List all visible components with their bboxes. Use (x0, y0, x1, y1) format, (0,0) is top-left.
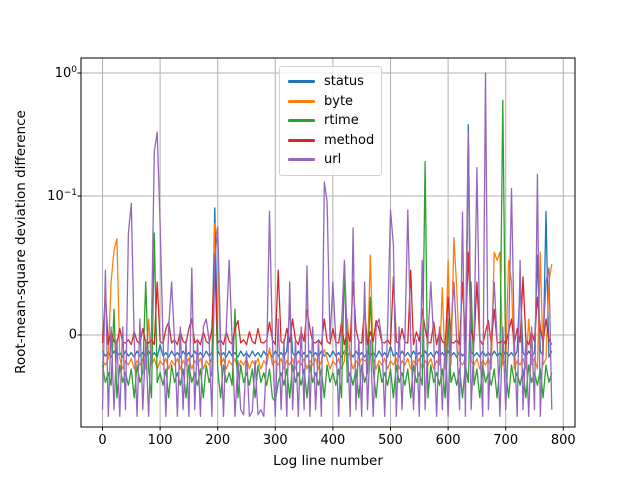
x-tick-label: 500 (378, 433, 403, 448)
legend-label: method (324, 132, 375, 148)
x-tick-label: 800 (550, 433, 576, 448)
series-line-status (101, 124, 553, 358)
y-tick-label: 100 (54, 64, 77, 82)
series-line-url (101, 72, 553, 418)
y-tick-label: 0 (68, 327, 77, 343)
y-tick-label: 10−1 (47, 187, 77, 205)
legend-line-swatch (288, 99, 315, 103)
legend-entry-method: method (288, 131, 375, 151)
legend-entry-byte: byte (288, 92, 373, 112)
y-axis-label: Root-mean-square deviation difference (13, 110, 29, 374)
legend-label: url (324, 152, 342, 168)
x-tick-label: 100 (147, 433, 173, 448)
legend-label: status (324, 74, 364, 90)
legend-entry-rtime: rtime (288, 111, 373, 131)
x-tick-label: 300 (262, 433, 288, 448)
series-line-byte (101, 148, 553, 370)
series-line-method (101, 251, 553, 346)
legend-entry-status: status (288, 72, 373, 92)
x-tick-label: 600 (435, 433, 461, 448)
legend-entry-url: url (288, 150, 373, 170)
legend: status byte rtime method url (279, 66, 382, 176)
x-axis-label: Log line number (273, 453, 383, 469)
axes-spines (80, 57, 576, 428)
x-tick-label: 200 (205, 433, 231, 448)
x-tick-label: 700 (493, 433, 519, 448)
legend-label: rtime (324, 113, 359, 129)
series-line-rtime (101, 99, 553, 403)
legend-line-swatch (288, 119, 315, 123)
x-tick-label: 0 (98, 433, 107, 448)
x-tick-label: 400 (320, 433, 346, 448)
legend-label: byte (324, 93, 354, 109)
legend-line-swatch (288, 158, 315, 162)
legend-line-swatch (288, 138, 315, 142)
legend-line-swatch (288, 80, 315, 84)
